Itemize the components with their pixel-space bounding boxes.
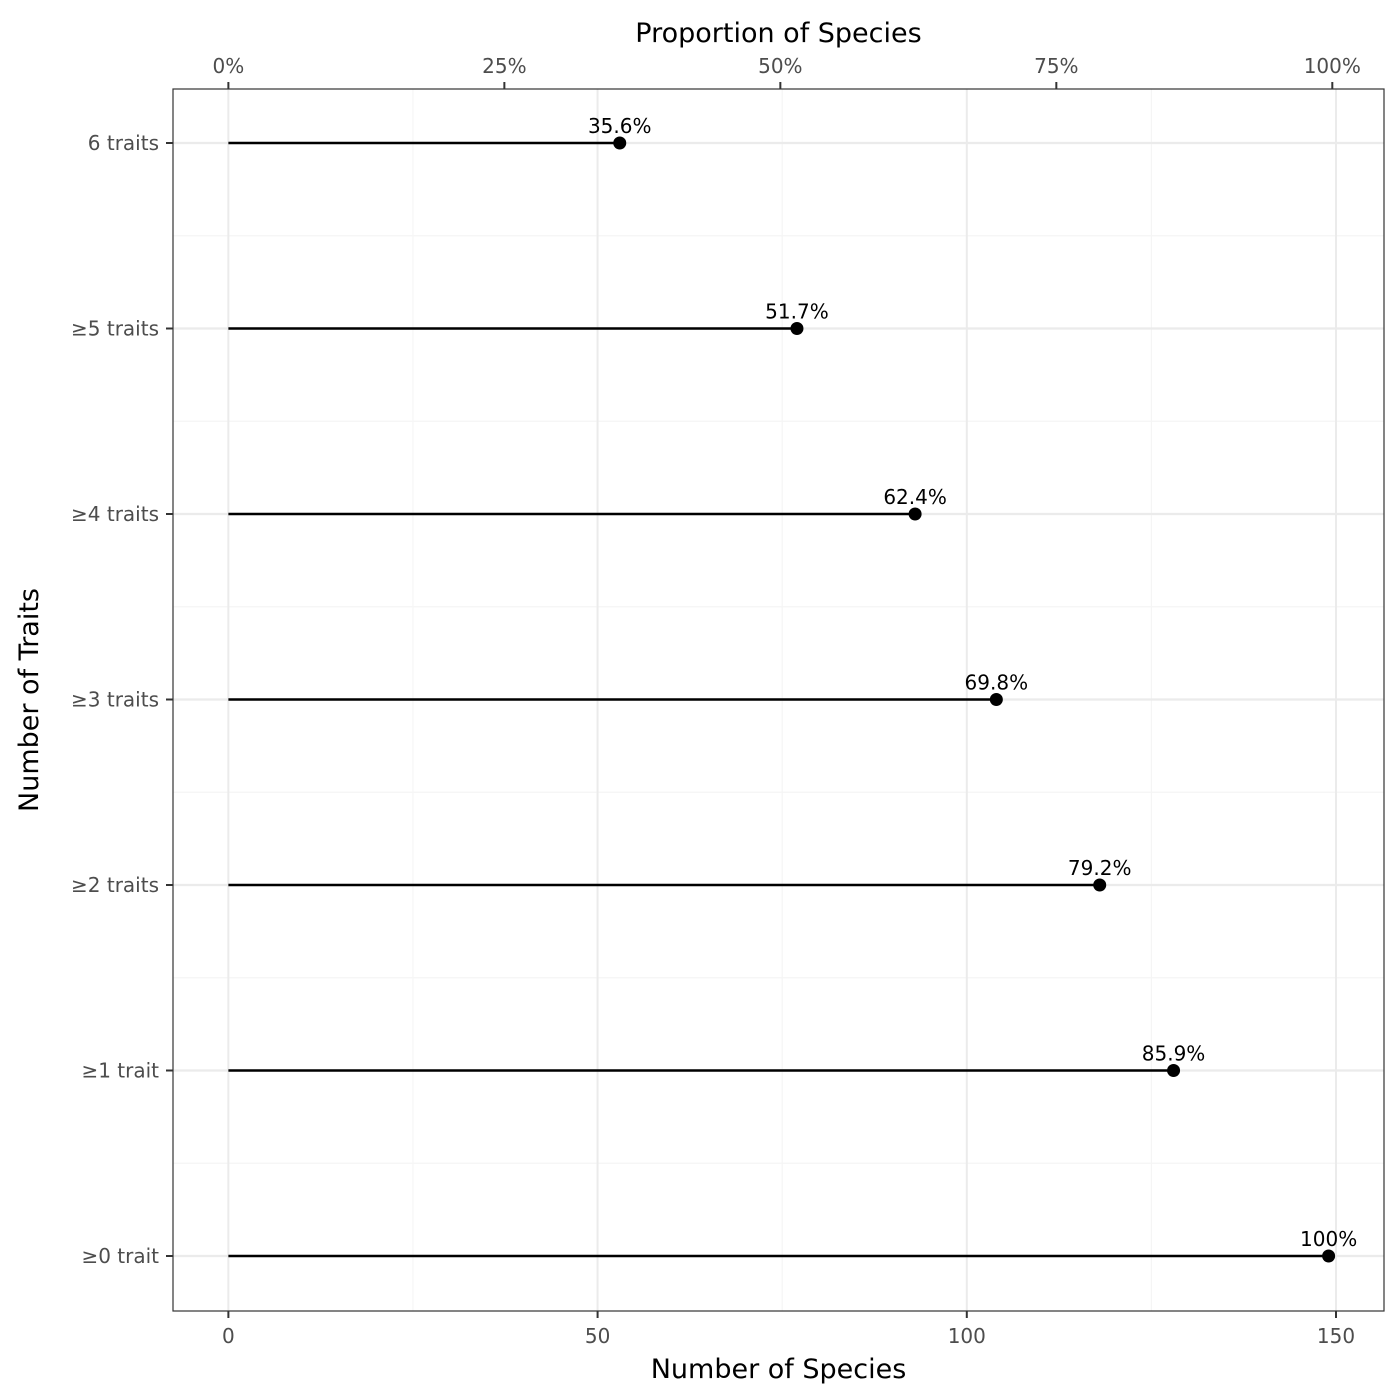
x-axis-title: Number of Species [651,1354,907,1385]
data-label: 79.2% [1068,856,1132,880]
y-axis-tick-label: ≥1 trait [81,1059,159,1083]
x2-axis-tick-label: 25% [482,54,526,78]
axes: 0 50 100 150 0% 25% 50% 75% 100% 6 traits ≥5 trait… [71,54,1361,1348]
lollipop-point [790,322,804,335]
y-axis-title: Number of Traits [14,588,45,812]
data-label: 35.6% [588,114,652,138]
lollipop-point [989,693,1003,706]
lollipop-point [908,507,922,521]
y-axis-tick-label: ≥0 trait [81,1244,159,1268]
x-axis-tick-label: 50 [585,1324,610,1348]
data-label: 62.4% [883,485,947,509]
secondary-x-axis-title: Proportion of Species [635,18,921,49]
y-axis-tick-label: ≥2 traits [71,873,159,897]
x-axis-tick-label: 0 [222,1324,235,1348]
y-axis-tick-label: ≥5 traits [71,317,159,341]
x-axis-tick-label: 100 [948,1324,986,1348]
x-axis-tick-label: 150 [1317,1324,1355,1348]
x2-axis-tick-label: 75% [1034,54,1078,78]
lollipop-point [1322,1249,1336,1263]
x2-axis-tick-label: 100% [1304,54,1361,78]
data-label: 51.7% [765,300,829,324]
data-label: 100% [1300,1227,1357,1251]
y-axis-tick-label: ≥4 traits [71,502,159,526]
y-axis-tick-label: 6 traits [88,131,159,155]
chart-marks: 35.6% 51.7% 62.4% 69.8% 79.2% 85.9% 100% [228,114,1357,1263]
lollipop-point [613,136,627,150]
data-label: 85.9% [1142,1042,1206,1066]
data-label: 69.8% [965,671,1029,695]
x2-axis-tick-label: 50% [758,54,802,78]
y-axis-tick-label: ≥3 traits [71,688,159,712]
lollipop-point [1167,1064,1181,1077]
lollipop-point [1093,878,1107,892]
x2-axis-tick-label: 0% [213,54,245,78]
